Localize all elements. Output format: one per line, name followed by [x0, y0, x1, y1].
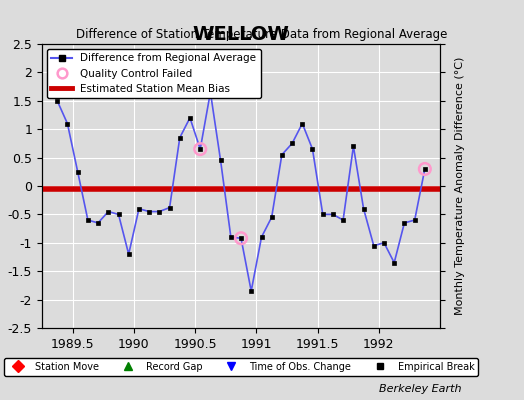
Text: Berkeley Earth: Berkeley Earth: [379, 384, 461, 394]
Point: [196, 146, 204, 152]
Legend: Station Move, Record Gap, Time of Obs. Change, Empirical Break: Station Move, Record Gap, Time of Obs. C…: [4, 358, 478, 376]
Title: WELLOW: WELLOW: [193, 25, 289, 44]
Text: Difference of Station Temperature Data from Regional Average: Difference of Station Temperature Data f…: [77, 28, 447, 41]
Point: [237, 235, 245, 242]
Y-axis label: Monthly Temperature Anomaly Difference (°C): Monthly Temperature Anomaly Difference (…: [455, 57, 465, 315]
Point: [421, 166, 429, 172]
